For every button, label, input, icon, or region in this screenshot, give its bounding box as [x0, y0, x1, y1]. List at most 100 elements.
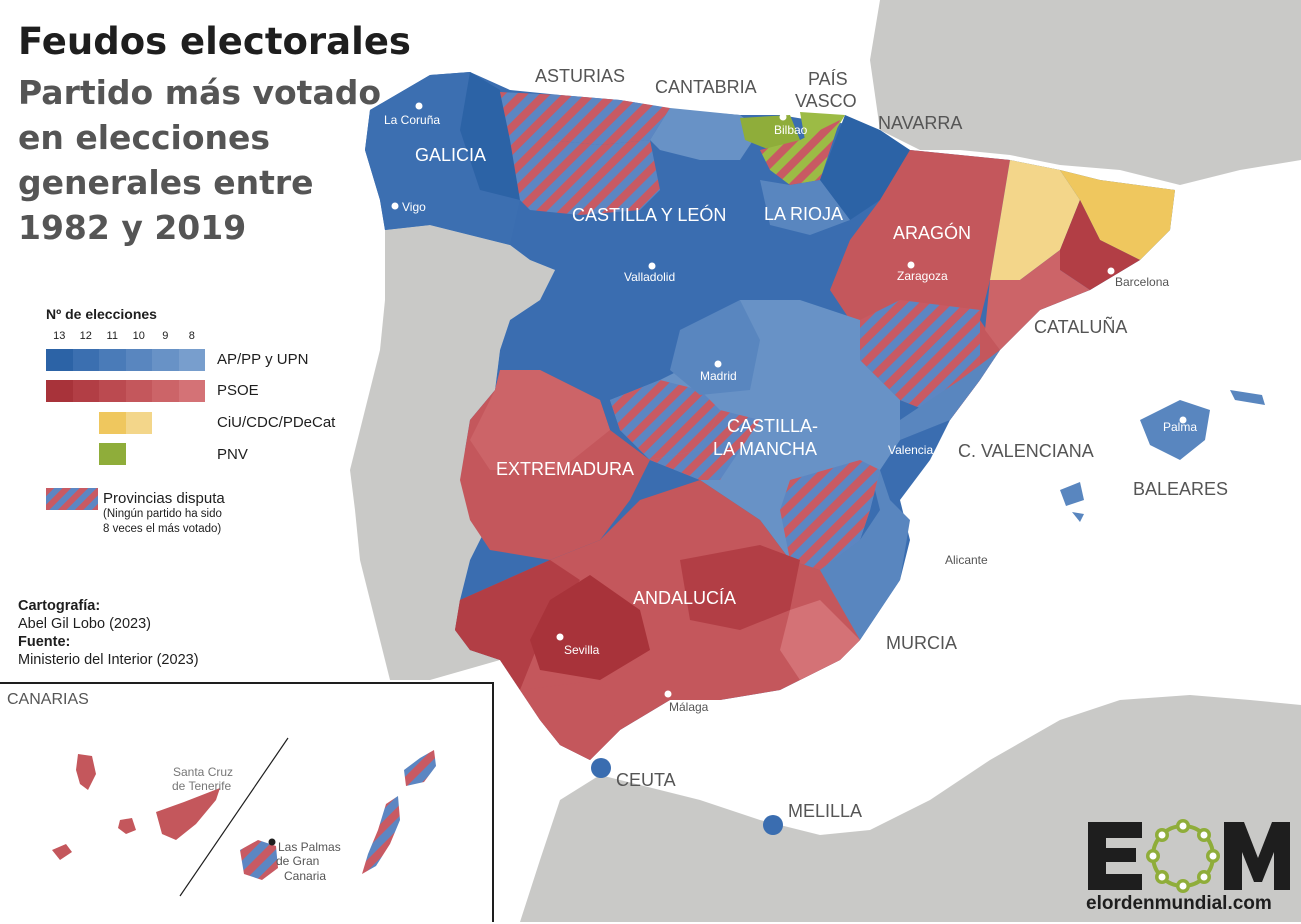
city-alicante: Alicante	[945, 553, 988, 567]
legend-ramp-psoe	[46, 380, 205, 402]
province-albacete	[780, 460, 880, 570]
legend-count: 11	[106, 330, 118, 342]
label-pais-vasco-1: PAÍS	[808, 69, 848, 89]
label-murcia: MURCIA	[886, 633, 957, 653]
city-barcelona: Barcelona	[1115, 275, 1169, 289]
legend-swatch	[152, 380, 179, 402]
label-aragon: ARAGÓN	[893, 222, 971, 243]
canarias-inset: CANARIAS Santa Cruz de Tenerife Las Palm…	[0, 682, 494, 922]
label-navarra: NAVARRA	[878, 113, 962, 133]
eom-logo	[1088, 819, 1290, 893]
province-huelva	[455, 560, 580, 690]
province-tarragona	[985, 250, 1090, 350]
province-cadiz	[520, 680, 620, 760]
legend-count: 9	[162, 330, 169, 342]
dispute-note-line: 8 veces el más votado)	[103, 523, 222, 535]
province-toledo	[610, 380, 720, 460]
legend-count: 8	[188, 330, 195, 342]
legend-swatch	[99, 380, 126, 402]
legend-title: Nº de elecciones	[46, 306, 157, 322]
source-name: Ministerio del Interior (2023)	[18, 652, 199, 668]
region-la-rioja	[760, 180, 850, 235]
region-valenciana	[810, 350, 1000, 640]
province-caceres	[470, 370, 610, 470]
canarias-map: Santa Cruz de Tenerife Las Palmas de Gra…	[52, 737, 436, 897]
city-las-palmas-1: Las Palmas	[278, 840, 341, 854]
legend-swatch	[125, 349, 152, 371]
legend-ramp-pp	[46, 349, 205, 371]
province-ciudad-real	[650, 410, 760, 480]
legend-swatch	[72, 380, 99, 402]
region-asturias	[500, 92, 670, 145]
city-las-palmas-3: Canaria	[284, 869, 326, 883]
melilla-marker	[763, 815, 783, 835]
city-valladolid: Valladolid	[624, 270, 675, 284]
label-andalucia: ANDALUCÍA	[633, 588, 736, 608]
legend-swatch	[99, 443, 126, 465]
label-la-rioja: LA RIOJA	[764, 204, 843, 224]
island-lanzarote	[404, 750, 436, 786]
map-title: Feudos electorales	[18, 20, 411, 63]
legend-swatch	[125, 412, 152, 434]
legend-ramp-ciu	[99, 412, 152, 434]
legend-hatch-swatch	[46, 488, 98, 510]
label-extremadura: EXTREMADURA	[496, 459, 634, 479]
legend-swatch	[178, 349, 205, 371]
logo-site: elordenmundial.com	[1086, 893, 1272, 914]
legend-swatch	[99, 412, 126, 434]
map-subtitle: Partido más votado en elecciones general…	[18, 73, 382, 247]
island-la-palma	[76, 754, 96, 790]
island-el-hierro	[52, 844, 72, 860]
island-la-gomera	[118, 818, 136, 834]
label-galicia: GALICIA	[415, 145, 486, 165]
legend-swatch	[125, 380, 152, 402]
canarias-title: CANARIAS	[7, 691, 89, 708]
province-jaen	[680, 545, 800, 630]
legend-swatch	[46, 380, 73, 402]
island-fuerteventura	[362, 796, 400, 874]
label-valenciana: C. VALENCIANA	[958, 441, 1094, 461]
label-pais-vasco-2: VASCO	[795, 91, 857, 111]
province-barcelona	[1060, 200, 1140, 290]
label-castilla-mancha-2: LA MANCHA	[713, 439, 817, 459]
city-madrid: Madrid	[700, 369, 737, 383]
label-cataluna: CATALUÑA	[1034, 316, 1127, 337]
legend-label-ciu: CiU/CDC/PDeCat	[217, 414, 336, 431]
legend-dispute-note: (Ningún partido ha sido 8 veces el más v…	[103, 507, 222, 537]
label-castilla-leon: CASTILLA Y LEÓN	[572, 204, 726, 225]
island-ibiza	[1060, 482, 1084, 506]
province-alava	[760, 120, 840, 185]
legend-swatch	[46, 349, 73, 371]
region-cantabria	[650, 108, 760, 160]
province-lleida	[990, 160, 1080, 280]
dispute-note-line: (Ningún partido ha sido	[103, 508, 222, 520]
city-vigo: Vigo	[402, 200, 426, 214]
city-malaga: Málaga	[669, 700, 709, 714]
island-tenerife	[156, 788, 220, 840]
legend-swatch	[99, 349, 126, 371]
cartography-heading: Cartografía:	[18, 598, 101, 614]
legend-count: 13	[53, 330, 66, 342]
legend-label-pnv: PNV	[217, 446, 248, 463]
legend-dispute-label: Provincias disputa	[103, 490, 225, 507]
label-castilla-mancha-1: CASTILLA-	[727, 416, 818, 436]
city-las-palmas-2: de Gran	[276, 854, 319, 868]
region-navarra	[820, 115, 910, 220]
legend-label-pp: AP/PP y UPN	[217, 351, 309, 368]
city-la-coruna: La Coruña	[384, 113, 440, 127]
legend-label-psoe: PSOE	[217, 382, 259, 399]
island-mallorca	[1140, 400, 1210, 460]
city-sevilla: Sevilla	[564, 643, 600, 657]
province-bizkaia	[740, 115, 800, 150]
province-leon	[510, 140, 660, 215]
region-madrid	[670, 300, 760, 395]
source-heading: Fuente:	[18, 634, 71, 650]
province-lugo	[460, 72, 520, 200]
label-baleares: BALEARES	[1133, 479, 1228, 499]
label-cantabria: CANTABRIA	[655, 77, 757, 97]
city-palma: Palma	[1163, 420, 1197, 434]
label-ceuta: CEUTA	[616, 770, 676, 790]
cartography-author: Abel Gil Lobo (2023)	[18, 616, 151, 632]
province-sevilla	[530, 575, 650, 680]
province-almeria	[780, 600, 860, 680]
